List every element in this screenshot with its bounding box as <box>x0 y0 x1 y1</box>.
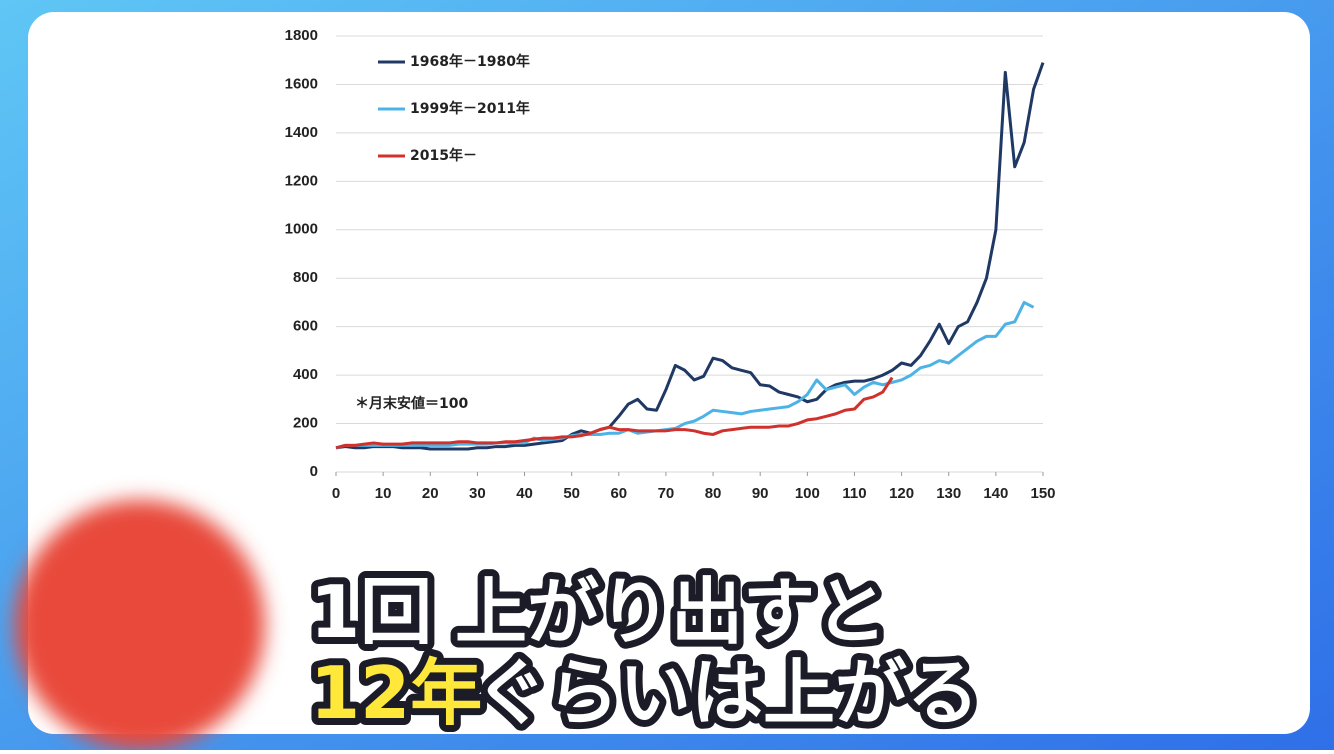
y-tick-label: 1600 <box>285 75 318 92</box>
x-tick-label: 140 <box>983 485 1008 502</box>
x-tick-label: 40 <box>516 485 533 502</box>
x-tick-label: 70 <box>658 485 675 502</box>
x-tick-label: 150 <box>1030 485 1055 502</box>
legend-label: 1968年－1980年 <box>410 53 530 70</box>
y-tick-label: 1800 <box>285 27 318 44</box>
caption-text: ぐらいは上がる <box>475 651 979 735</box>
x-tick-label: 90 <box>752 485 769 502</box>
y-tick-label: 400 <box>293 366 318 383</box>
series-line <box>335 300 1035 450</box>
x-tick-label: 50 <box>563 485 580 502</box>
card <box>28 12 1310 734</box>
legend-label: 2015年－ <box>410 147 477 164</box>
x-tick-label: 20 <box>422 485 439 502</box>
caption-text: 上がり出すと <box>455 570 887 654</box>
series-line <box>335 62 1045 451</box>
y-tick-label: 800 <box>293 269 318 286</box>
x-tick-label: 10 <box>375 485 392 502</box>
y-tick-label: 200 <box>293 415 318 432</box>
series-line <box>335 376 894 450</box>
x-tick-label: 0 <box>332 485 340 502</box>
x-tick-label: 130 <box>936 485 961 502</box>
y-tick-label: 1000 <box>285 221 318 238</box>
x-tick-label: 100 <box>795 485 820 502</box>
y-tick-label: 0 <box>310 463 318 480</box>
legend-label: 1999年－2011年 <box>410 100 530 117</box>
caption-text: 1回 <box>310 570 432 654</box>
chart: 0 200 400 600 800 1000 1200 1400 1600 1800 0 10 20 30… <box>285 27 1056 502</box>
caption-highlight: 12年 <box>310 651 482 735</box>
x-tick-label: 30 <box>469 485 486 502</box>
x-tick-label: 120 <box>889 485 914 502</box>
x-tick-label: 80 <box>705 485 722 502</box>
x-tick-label: 110 <box>842 485 866 502</box>
annotation: ＊月末安値＝100 <box>355 395 468 412</box>
y-tick-label: 1400 <box>285 124 318 141</box>
avatar-blur <box>15 500 265 750</box>
x-tick-label: 60 <box>610 485 627 502</box>
y-tick-label: 600 <box>293 318 318 335</box>
y-tick-label: 1200 <box>285 172 318 189</box>
